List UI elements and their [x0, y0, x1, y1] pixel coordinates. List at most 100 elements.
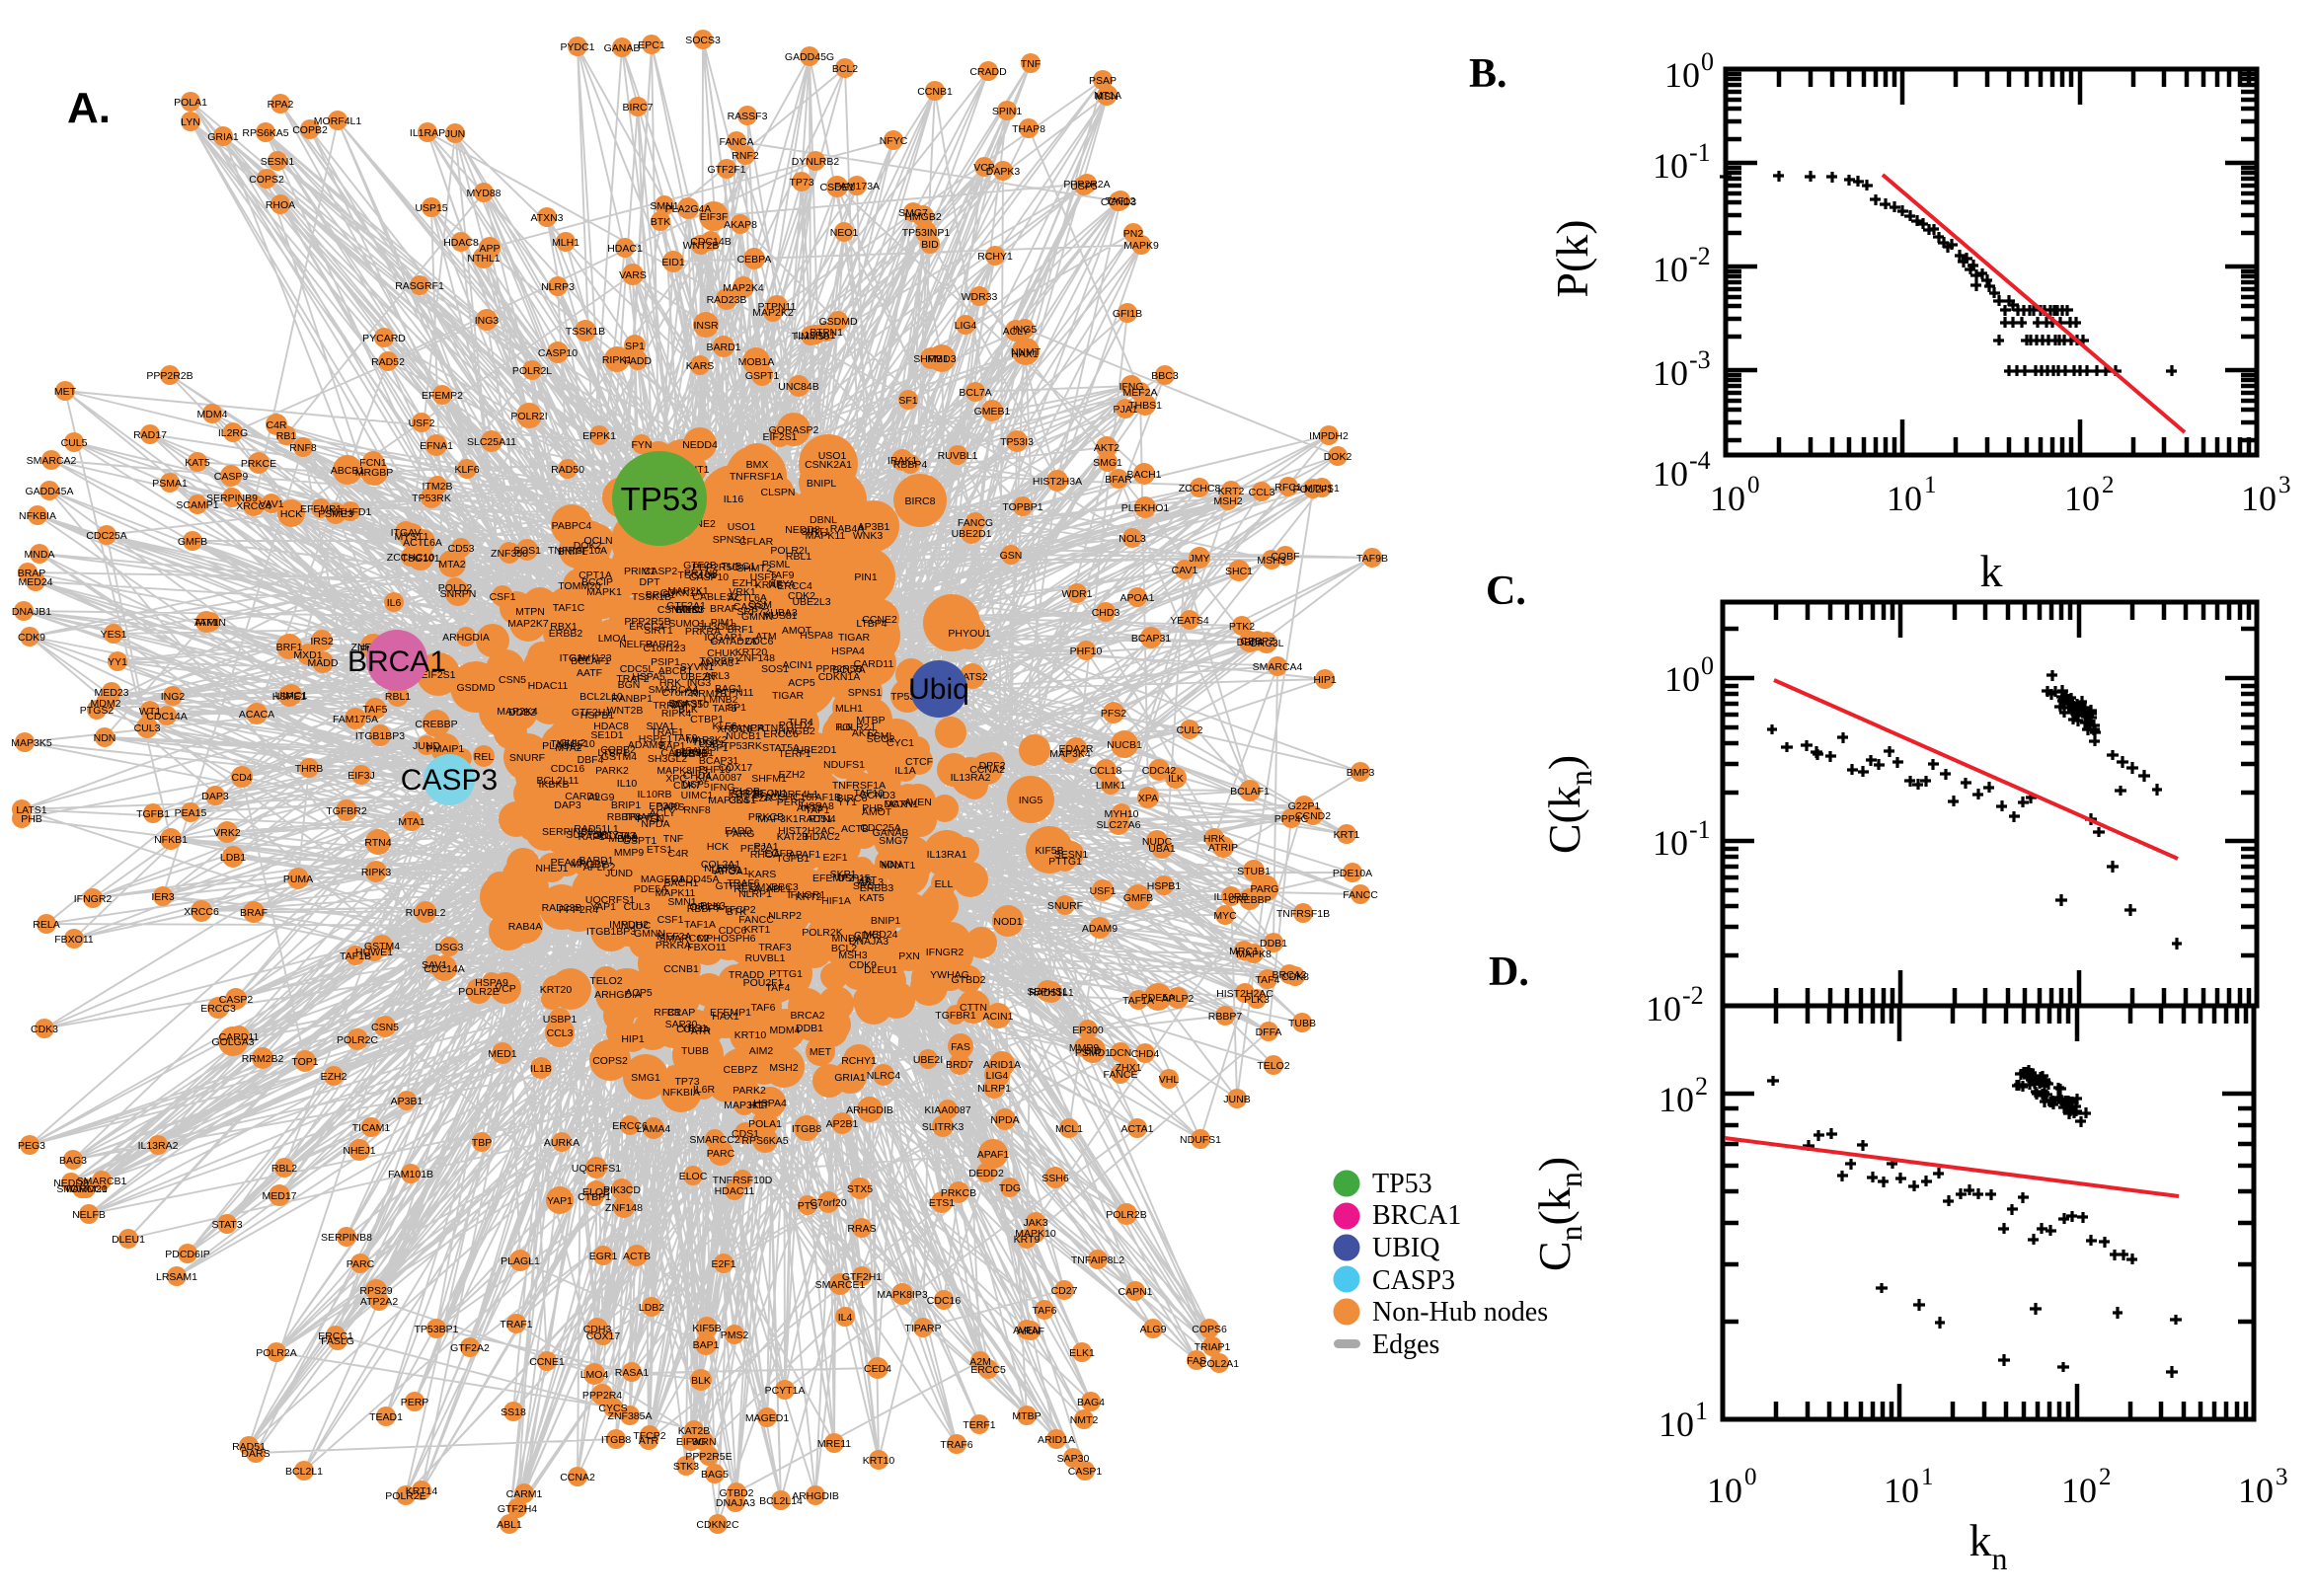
svg-text:USO1: USO1 — [818, 450, 847, 462]
svg-text:PFS2: PFS2 — [1101, 708, 1126, 720]
svg-text:BMP3: BMP3 — [1347, 767, 1375, 779]
svg-text:TBP: TBP — [472, 1137, 492, 1149]
svg-text:-1: -1 — [1689, 138, 1711, 167]
svg-text:WDR1: WDR1 — [1062, 588, 1093, 600]
svg-text:IER3: IER3 — [151, 891, 175, 903]
svg-text:PTEN: PTEN — [637, 813, 664, 825]
svg-text:LDB1: LDB1 — [220, 852, 246, 864]
svg-text:APAF1: APAF1 — [789, 849, 821, 861]
svg-text:AKAP8: AKAP8 — [724, 219, 757, 231]
svg-text:CCNB1: CCNB1 — [917, 86, 953, 98]
svg-text:BAP1: BAP1 — [693, 1339, 720, 1351]
svg-text:CUL3: CUL3 — [134, 722, 161, 734]
svg-text:VARS: VARS — [619, 269, 647, 281]
svg-text:HSPA8: HSPA8 — [800, 630, 833, 642]
svg-text:CARD9: CARD9 — [565, 791, 600, 802]
svg-text:FASLG: FASLG — [321, 1335, 354, 1347]
svg-text:RHOA: RHOA — [266, 199, 295, 211]
svg-text:CHD3: CHD3 — [1092, 607, 1120, 619]
svg-text:CCNB1: CCNB1 — [663, 963, 699, 975]
svg-text:RTN4: RTN4 — [364, 837, 391, 849]
svg-text:-2: -2 — [1689, 242, 1711, 270]
svg-text:CASP3: CASP3 — [1372, 1265, 1455, 1296]
svg-text:MET: MET — [810, 1046, 832, 1058]
svg-text:MNAT1: MNAT1 — [882, 860, 916, 872]
svg-text:ITGB1BP3: ITGB1BP3 — [355, 730, 405, 742]
svg-text:KRT20: KRT20 — [735, 646, 768, 658]
svg-text:10: 10 — [2061, 1471, 2097, 1510]
svg-text:FBXO11: FBXO11 — [54, 934, 94, 946]
svg-text:SIRT1: SIRT1 — [644, 625, 673, 637]
svg-text:NFYC: NFYC — [880, 135, 908, 147]
svg-text:E2F1: E2F1 — [822, 852, 847, 864]
svg-text:TNF: TNF — [1021, 58, 1041, 70]
svg-text:USF2: USF2 — [409, 418, 435, 429]
svg-text:CASP10: CASP10 — [538, 347, 578, 359]
svg-text:TRADD: TRADD — [729, 969, 765, 981]
svg-text:MAPK8IP3: MAPK8IP3 — [877, 1289, 928, 1301]
svg-text:D.: D. — [1489, 950, 1529, 995]
svg-text:DAP3: DAP3 — [201, 791, 229, 802]
svg-text:DNAJA3: DNAJA3 — [716, 1497, 755, 1509]
svg-text:CDC25A: CDC25A — [86, 530, 126, 542]
svg-text:ELL: ELL — [935, 878, 954, 890]
svg-text:ITGAV: ITGAV — [391, 527, 422, 539]
svg-text:SHFM1: SHFM1 — [751, 773, 787, 785]
svg-text:FYN: FYN — [632, 439, 653, 451]
svg-text:RAD52: RAD52 — [371, 356, 405, 368]
svg-text:MAP2K1: MAP2K1 — [667, 585, 709, 597]
svg-text:PTK2: PTK2 — [1229, 621, 1255, 633]
svg-text:APOA1: APOA1 — [714, 866, 748, 877]
svg-text:10: 10 — [2064, 479, 2100, 518]
svg-text:10: 10 — [1659, 1080, 1694, 1119]
svg-text:ING5: ING5 — [1013, 324, 1038, 336]
svg-text:MCL1: MCL1 — [1055, 1123, 1083, 1135]
svg-text:IFNGR2: IFNGR2 — [74, 893, 113, 905]
svg-text:ERBB2: ERBB2 — [549, 628, 583, 640]
svg-text:ATR: ATR — [639, 1435, 659, 1447]
svg-text:AATF: AATF — [577, 667, 602, 679]
svg-text:COPS6: COPS6 — [1192, 1324, 1227, 1335]
svg-text:10: 10 — [1710, 479, 1745, 518]
svg-text:ING3: ING3 — [475, 315, 500, 327]
svg-text:FAS: FAS — [951, 1041, 970, 1053]
svg-text:JUND: JUND — [413, 740, 440, 752]
svg-text:HDAC8: HDAC8 — [443, 237, 479, 249]
svg-text:ARHGDIA: ARHGDIA — [442, 632, 490, 644]
svg-text:CRADD: CRADD — [969, 66, 1007, 78]
svg-text:COBF: COBF — [1271, 551, 1299, 563]
svg-text:FGR: FGR — [729, 788, 751, 799]
svg-text:PTTG1: PTTG1 — [1048, 856, 1082, 868]
svg-text:CPT1A: CPT1A — [579, 570, 612, 581]
svg-text:MAP2K7: MAP2K7 — [507, 618, 549, 630]
svg-text:ITGB8: ITGB8 — [601, 1434, 632, 1446]
svg-text:TSSK1B: TSSK1B — [566, 326, 605, 338]
svg-text:SESN1: SESN1 — [261, 156, 295, 168]
svg-text:JUNB: JUNB — [1223, 1094, 1250, 1105]
svg-text:IL6R: IL6R — [693, 1084, 716, 1096]
svg-text:NELFB: NELFB — [72, 1209, 106, 1221]
svg-text:CDC5L: CDC5L — [620, 663, 655, 675]
svg-text:COPS2: COPS2 — [592, 1055, 628, 1067]
svg-text:VHL: VHL — [1159, 1074, 1180, 1086]
svg-text:CCL18: CCL18 — [1090, 765, 1122, 777]
svg-text:SSH6: SSH6 — [1042, 1173, 1069, 1184]
svg-text:EP300: EP300 — [1072, 1025, 1104, 1036]
svg-text:3: 3 — [2276, 1464, 2288, 1490]
svg-text:RB1: RB1 — [276, 430, 297, 442]
svg-text:CSF1: CSF1 — [490, 591, 516, 603]
svg-text:ABL1: ABL1 — [497, 1519, 522, 1531]
svg-text:RBBP4: RBBP4 — [893, 459, 928, 471]
svg-text:KRT1: KRT1 — [1334, 829, 1360, 841]
svg-text:PSAP: PSAP — [1089, 75, 1117, 87]
svg-text:UBIQ: UBIQ — [1372, 1233, 1439, 1263]
svg-text:ERCC6: ERCC6 — [612, 1120, 648, 1132]
svg-text:ATXN3: ATXN3 — [530, 212, 563, 224]
svg-text:HDAC11: HDAC11 — [528, 680, 569, 692]
svg-text:TIMM50: TIMM50 — [792, 331, 830, 342]
svg-text:GMFB: GMFB — [178, 536, 207, 548]
svg-text:ACTA1: ACTA1 — [1120, 1123, 1153, 1135]
svg-text:POU2F1: POU2F1 — [1293, 484, 1334, 495]
svg-text:CASP7: CASP7 — [733, 601, 768, 613]
svg-text:NDUFS1: NDUFS1 — [1180, 1134, 1221, 1146]
